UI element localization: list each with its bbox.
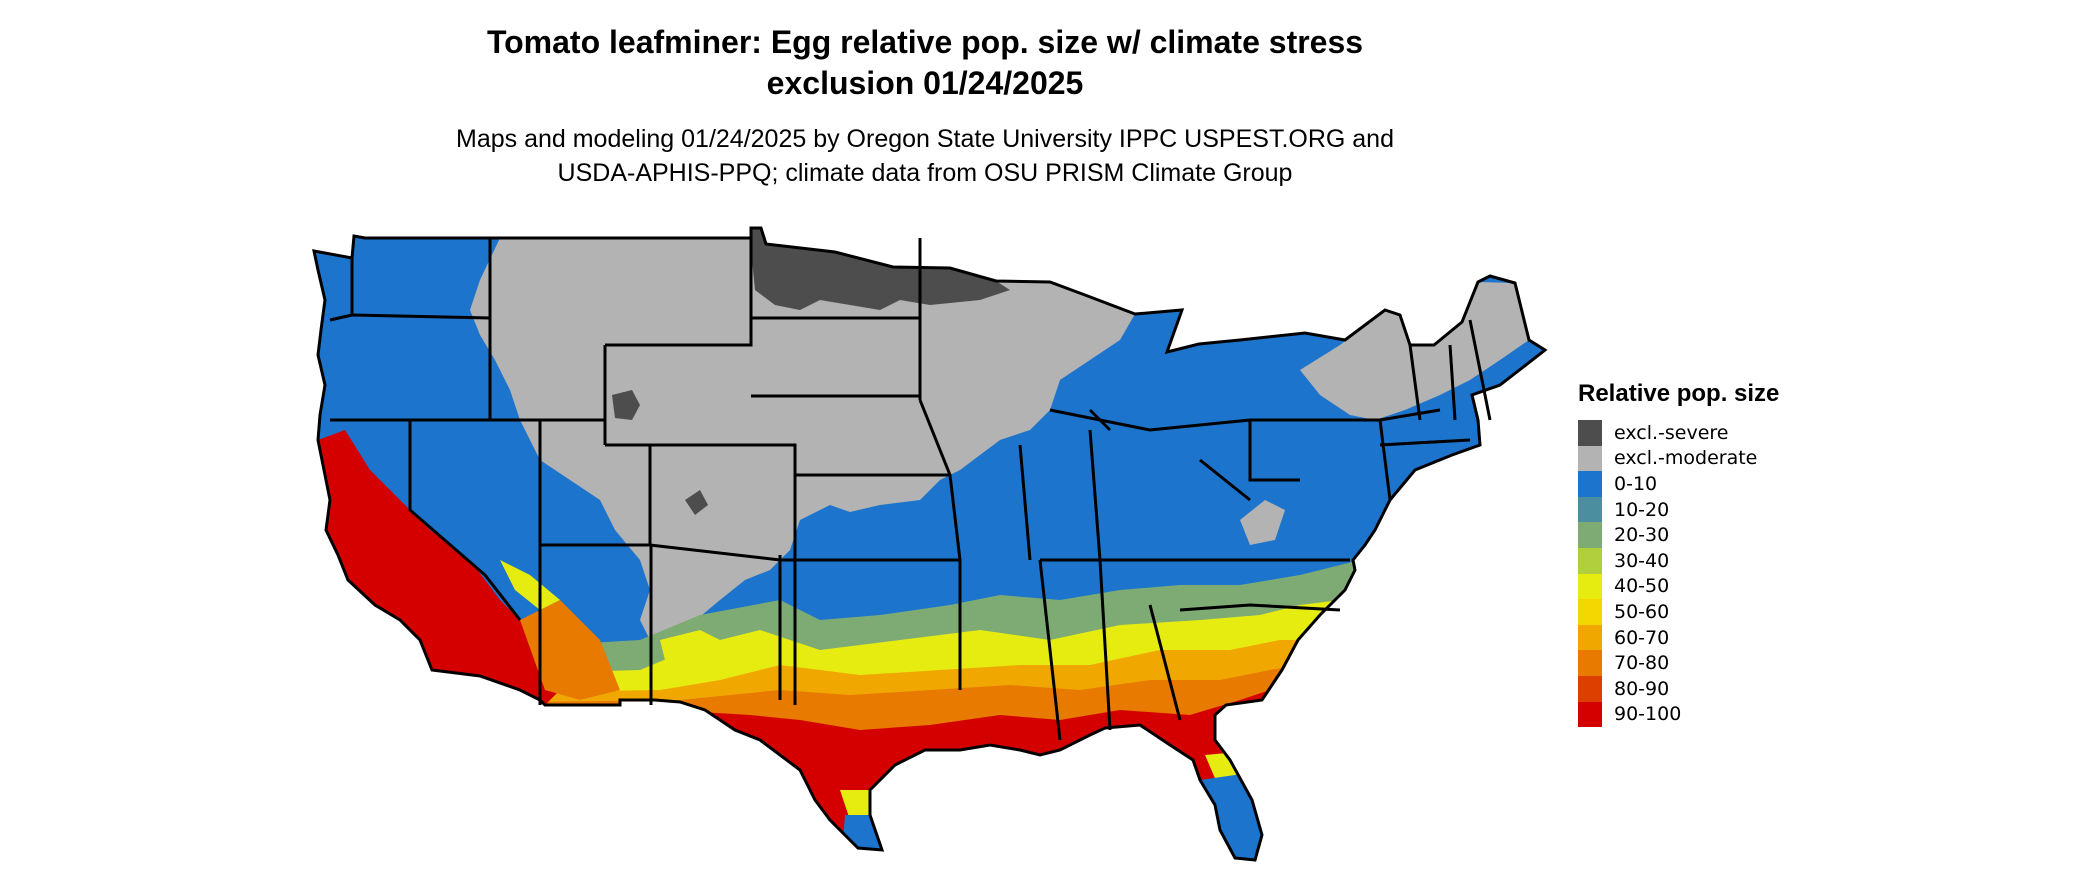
legend-title: Relative pop. size xyxy=(1578,380,1780,407)
legend-swatch xyxy=(1578,599,1602,625)
map-title: Tomato leafminer: Egg relative pop. size… xyxy=(0,22,1850,104)
legend-swatch xyxy=(1578,522,1602,548)
legend-label: 10-20 xyxy=(1614,498,1670,521)
legend-item: 20-30 xyxy=(1578,522,1779,548)
legend-item: 50-60 xyxy=(1578,599,1779,625)
legend-items: excl.-severe excl.-moderate 0-10 10-20 20-30… xyxy=(1578,420,1779,728)
legend-swatch xyxy=(1578,547,1602,574)
legend-item: 80-90 xyxy=(1578,675,1779,702)
legend-item: 10-20 xyxy=(1578,496,1779,523)
legend-swatch xyxy=(1578,420,1602,446)
title-line-1: Tomato leafminer: Egg relative pop. size… xyxy=(486,24,1364,60)
legend-swatch xyxy=(1578,624,1602,651)
map-subtitle: Maps and modeling 01/24/2025 by Oregon S… xyxy=(0,122,1850,190)
legend-label: excl.-severe xyxy=(1614,421,1729,444)
legend: Relative pop. size excl.-severe excl.-mod… xyxy=(1578,380,1780,728)
legend-swatch xyxy=(1578,496,1602,523)
legend-swatch xyxy=(1578,573,1602,600)
legend-label: 30-40 xyxy=(1614,549,1670,572)
us-map xyxy=(312,226,1547,862)
legend-label: 80-90 xyxy=(1614,677,1670,700)
legend-item: excl.-moderate xyxy=(1578,445,1779,472)
legend-item: 0-10 xyxy=(1578,471,1779,497)
legend-label: excl.-moderate xyxy=(1614,447,1758,470)
legend-item: 60-70 xyxy=(1578,624,1779,651)
legend-swatch xyxy=(1578,471,1602,497)
legend-swatch xyxy=(1578,701,1602,728)
legend-label: 60-70 xyxy=(1614,626,1670,649)
legend-label: 20-30 xyxy=(1614,524,1670,547)
legend-item: 40-50 xyxy=(1578,573,1779,600)
legend-swatch xyxy=(1578,650,1602,676)
legend-item: 70-80 xyxy=(1578,650,1779,676)
legend-swatch xyxy=(1578,675,1602,702)
legend-label: 90-100 xyxy=(1614,703,1682,726)
subtitle-line-2: USDA-APHIS-PPQ; climate data from OSU PR… xyxy=(557,159,1293,187)
subtitle-line-1: Maps and modeling 01/24/2025 by Oregon S… xyxy=(456,125,1394,153)
legend-label: 70-80 xyxy=(1614,652,1670,675)
legend-swatch xyxy=(1578,445,1602,472)
legend-item: 30-40 xyxy=(1578,547,1779,574)
legend-label: 50-60 xyxy=(1614,600,1670,623)
legend-label: 0-10 xyxy=(1614,472,1658,495)
legend-label: 40-50 xyxy=(1614,575,1670,598)
legend-item: excl.-severe xyxy=(1578,420,1779,446)
legend-item: 90-100 xyxy=(1578,701,1779,728)
state-boundaries xyxy=(312,226,1547,862)
title-line-2: exclusion 01/24/2025 xyxy=(766,65,1084,101)
